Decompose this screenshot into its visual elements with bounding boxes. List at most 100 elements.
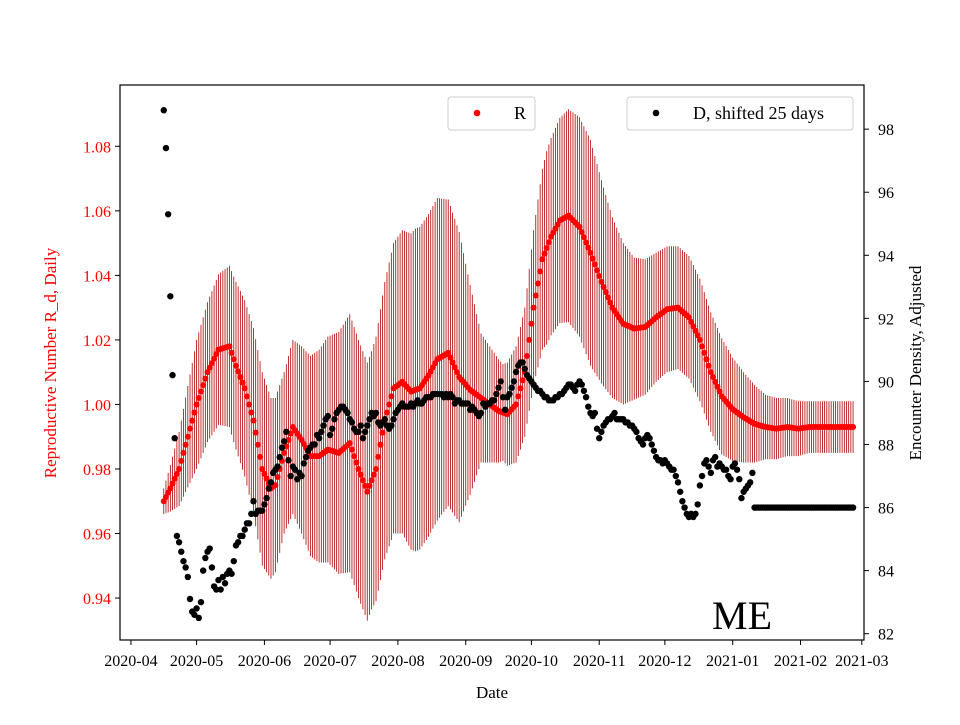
r-point: [530, 304, 537, 311]
d-point: [324, 412, 332, 420]
legend-r-box: [447, 96, 536, 131]
r-point: [524, 353, 531, 360]
d-point: [221, 580, 229, 587]
d-point: [217, 586, 224, 593]
r-point: [246, 401, 253, 408]
r-point: [453, 369, 460, 376]
d-point: [611, 409, 618, 417]
r-point: [235, 368, 242, 375]
d-point: [300, 460, 308, 467]
d-point: [712, 453, 719, 461]
left-y-axis: 0.94 0.96 0.98 1.00 1.02 1.04 1.06 1.08: [83, 139, 120, 608]
r-point: [191, 409, 198, 416]
r-point: [710, 374, 717, 381]
r-point: [187, 425, 194, 432]
right-y-tick-label: 90: [878, 374, 894, 391]
d-point: [195, 614, 202, 622]
d-point: [390, 416, 397, 423]
r-point: [591, 261, 598, 268]
r-point: [346, 440, 353, 447]
d-point: [499, 393, 507, 401]
left-y-axis-label: Reproductive Number R_d, Daily: [41, 247, 60, 478]
d-point: [197, 598, 205, 606]
left-y-tick-label: 1.06: [83, 204, 111, 221]
d-point: [670, 466, 677, 473]
r-point: [513, 401, 520, 408]
r-point: [171, 475, 178, 482]
r-point: [197, 388, 204, 395]
d-point: [722, 466, 730, 473]
d-point: [239, 532, 246, 540]
r-point: [526, 336, 533, 343]
r-point: [692, 327, 699, 334]
d-point: [245, 520, 253, 527]
r-point: [515, 393, 522, 400]
d-point: [477, 409, 485, 417]
d-point: [250, 498, 257, 505]
d-point: [650, 447, 658, 454]
d-point: [388, 422, 395, 429]
x-tick-label: 2021-02: [774, 653, 827, 670]
r-point: [578, 229, 585, 236]
r-point: [230, 356, 237, 363]
d-point: [298, 472, 305, 480]
d-point: [639, 441, 647, 448]
d-point: [596, 434, 603, 442]
d-point: [591, 409, 599, 417]
r-point: [239, 379, 246, 386]
r-point: [703, 356, 710, 363]
r-point: [375, 453, 382, 460]
r-point: [366, 482, 373, 489]
d-point: [175, 539, 183, 546]
d-point: [171, 434, 178, 442]
r-point: [541, 250, 548, 257]
r-point: [213, 351, 220, 358]
right-y-tick-label: 94: [878, 248, 894, 265]
r-point: [850, 424, 857, 431]
x-tick-label: 2020-09: [439, 653, 492, 670]
d-point: [287, 472, 294, 480]
plot-frame: [119, 84, 865, 641]
r-point: [180, 449, 187, 456]
r-point: [386, 401, 393, 408]
d-point: [331, 416, 338, 423]
left-y-tick-label: 1.04: [83, 268, 111, 285]
legend-d-box: [626, 96, 854, 131]
r-point: [257, 453, 264, 460]
r-point: [539, 256, 546, 263]
r-point: [226, 343, 233, 350]
d-point: [178, 548, 185, 555]
d-point: [696, 482, 704, 489]
d-point: [490, 397, 498, 404]
d-point: [164, 211, 172, 218]
x-tick-label: 2021-01: [706, 653, 759, 670]
right-y-tick-label: 84: [878, 564, 894, 581]
legend-r: R: [447, 96, 536, 131]
right-y-axis: 82 84 86 88 90 92 94 96 98: [864, 122, 894, 644]
legend-d: D, shifted 25 days: [626, 96, 854, 131]
r-point: [261, 470, 268, 477]
d-point: [169, 371, 176, 379]
d-point: [199, 567, 207, 574]
r-point: [690, 323, 697, 330]
d-point: [585, 403, 592, 410]
d-point: [676, 488, 684, 495]
right-y-axis-label: Encounter Density, Adjusted: [906, 265, 925, 460]
d-point: [344, 409, 351, 417]
x-axis-label: Date: [476, 683, 508, 702]
d-point: [302, 453, 310, 461]
d-point: [234, 539, 242, 546]
d-point: [849, 504, 857, 511]
r-point: [696, 336, 703, 343]
r-point: [195, 394, 202, 401]
d-series: [160, 107, 857, 622]
d-point: [598, 428, 605, 436]
r-point: [543, 244, 550, 251]
d-point: [230, 557, 237, 565]
d-point: [633, 428, 640, 436]
d-point: [727, 475, 734, 483]
d-point: [698, 472, 706, 480]
d-point: [173, 532, 181, 540]
d-point: [694, 501, 701, 508]
r-series: [160, 212, 857, 505]
